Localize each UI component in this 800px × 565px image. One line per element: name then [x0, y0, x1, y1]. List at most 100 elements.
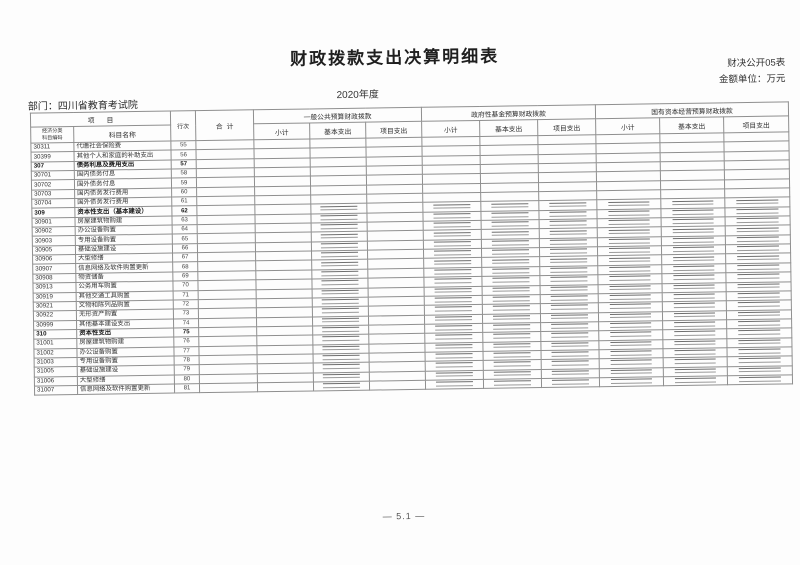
- dash-mark: [435, 353, 473, 359]
- dash-mark: [736, 227, 779, 233]
- dash-mark: [433, 241, 472, 247]
- line-no-cell: 71: [173, 290, 199, 300]
- subject-name-cell: 信息网络及软件购置更新: [77, 383, 175, 395]
- dash-mark: [492, 286, 530, 293]
- column-header-g3-subtotal: 小计: [595, 117, 660, 135]
- line-no-cell: 61: [171, 196, 197, 207]
- column-header-subject-name: 科目名称: [73, 125, 171, 143]
- dash-mark: [323, 354, 360, 360]
- dash-mark: [549, 201, 587, 208]
- dash-mark: [609, 294, 651, 300]
- line-no-cell: 72: [173, 299, 199, 310]
- dash-mark: [737, 301, 780, 308]
- dash-mark: [672, 228, 715, 234]
- code-header-line1: 经济分类: [41, 128, 63, 135]
- dash-mark: [320, 214, 358, 220]
- dash-mark: [608, 201, 650, 207]
- dash-mark: [433, 203, 471, 209]
- dash-mark: [491, 221, 529, 227]
- dash-mark: [551, 360, 589, 366]
- dash-mark: [435, 343, 473, 349]
- page-number: — 5.1 —: [382, 510, 426, 522]
- dash-mark: [609, 285, 651, 291]
- dash-mark: [610, 341, 652, 347]
- code-cell: 31007: [34, 385, 78, 396]
- dash-mark: [610, 378, 653, 384]
- amount-cell: [313, 381, 370, 392]
- dash-mark: [549, 248, 588, 254]
- expenditure-detail-table: 项目 行次 合计 一般公共预算财政拨款 政府性基金预算财政拨款 国有资本经营预算…: [29, 101, 794, 396]
- dash-mark: [550, 314, 589, 320]
- line-no-cell: 64: [172, 224, 198, 235]
- dash-mark: [493, 380, 532, 386]
- dash-mark: [491, 240, 530, 246]
- dash-mark: [550, 295, 588, 301]
- amount-cell: [663, 375, 728, 387]
- code-header-line2: 科目编码: [41, 134, 63, 141]
- column-header-g1-project: 项目支出: [365, 121, 422, 139]
- dash-mark: [550, 276, 588, 282]
- amount-unit-note: 金额单位：万元: [718, 73, 786, 86]
- dash-mark: [672, 218, 714, 224]
- dash-mark: [491, 258, 530, 265]
- dash-mark: [321, 233, 358, 239]
- dash-mark: [608, 257, 651, 263]
- dash-mark: [674, 349, 716, 355]
- amount-cell: [199, 382, 258, 393]
- dash-mark: [433, 231, 471, 237]
- line-no-cell: 80: [174, 374, 200, 384]
- line-no-cell: 59: [171, 178, 197, 188]
- dash-mark: [737, 264, 780, 270]
- line-no-cell: 70: [172, 280, 199, 291]
- column-header-g3-basic: 基本支出: [659, 116, 724, 134]
- dash-mark: [322, 308, 359, 314]
- dash-mark: [492, 305, 531, 311]
- dash-mark: [434, 287, 472, 293]
- dash-mark: [434, 315, 473, 321]
- dash-mark: [551, 351, 589, 357]
- dash-mark: [551, 379, 590, 385]
- line-no-cell: 58: [171, 168, 197, 179]
- dash-mark: [738, 357, 781, 364]
- dash-mark: [609, 313, 652, 319]
- dash-mark: [674, 368, 717, 374]
- line-no-cell: 74: [173, 318, 199, 328]
- dash-mark: [321, 270, 358, 276]
- line-no-cell: 56: [170, 150, 197, 160]
- dash-mark: [608, 219, 650, 225]
- dash-mark: [435, 381, 474, 387]
- dash-mark: [736, 236, 779, 242]
- dash-mark: [321, 280, 359, 286]
- dash-mark: [549, 211, 587, 217]
- column-header-g2-subtotal: 小计: [421, 120, 480, 138]
- dash-mark: [738, 329, 781, 336]
- dash-mark: [433, 250, 472, 256]
- dash-mark: [435, 362, 473, 368]
- dash-mark: [672, 237, 715, 243]
- dash-mark: [492, 324, 531, 330]
- dash-mark: [323, 382, 360, 388]
- dash-mark: [433, 222, 471, 228]
- dash-mark: [736, 199, 779, 205]
- dash-mark: [550, 323, 589, 329]
- dash-mark: [321, 242, 358, 248]
- amount-cell: [257, 381, 314, 393]
- line-no-cell: 81: [174, 383, 200, 394]
- line-no-cell: 65: [172, 234, 198, 244]
- dash-mark: [609, 303, 652, 309]
- dash-mark: [551, 332, 589, 338]
- dash-mark: [610, 359, 652, 366]
- amount-cell: [541, 377, 600, 388]
- line-no-cell: 76: [173, 336, 199, 347]
- department-line: 部门：四川省教育考试院: [27, 100, 138, 113]
- line-no-cell: 77: [173, 346, 200, 356]
- dash-mark: [550, 304, 589, 310]
- dash-mark: [549, 220, 587, 226]
- line-no-cell: 68: [172, 262, 198, 272]
- dash-mark: [609, 322, 652, 328]
- dash-mark: [609, 266, 651, 272]
- dash-mark: [608, 238, 651, 244]
- dash-mark: [435, 371, 474, 377]
- line-no-cell: 78: [174, 355, 200, 366]
